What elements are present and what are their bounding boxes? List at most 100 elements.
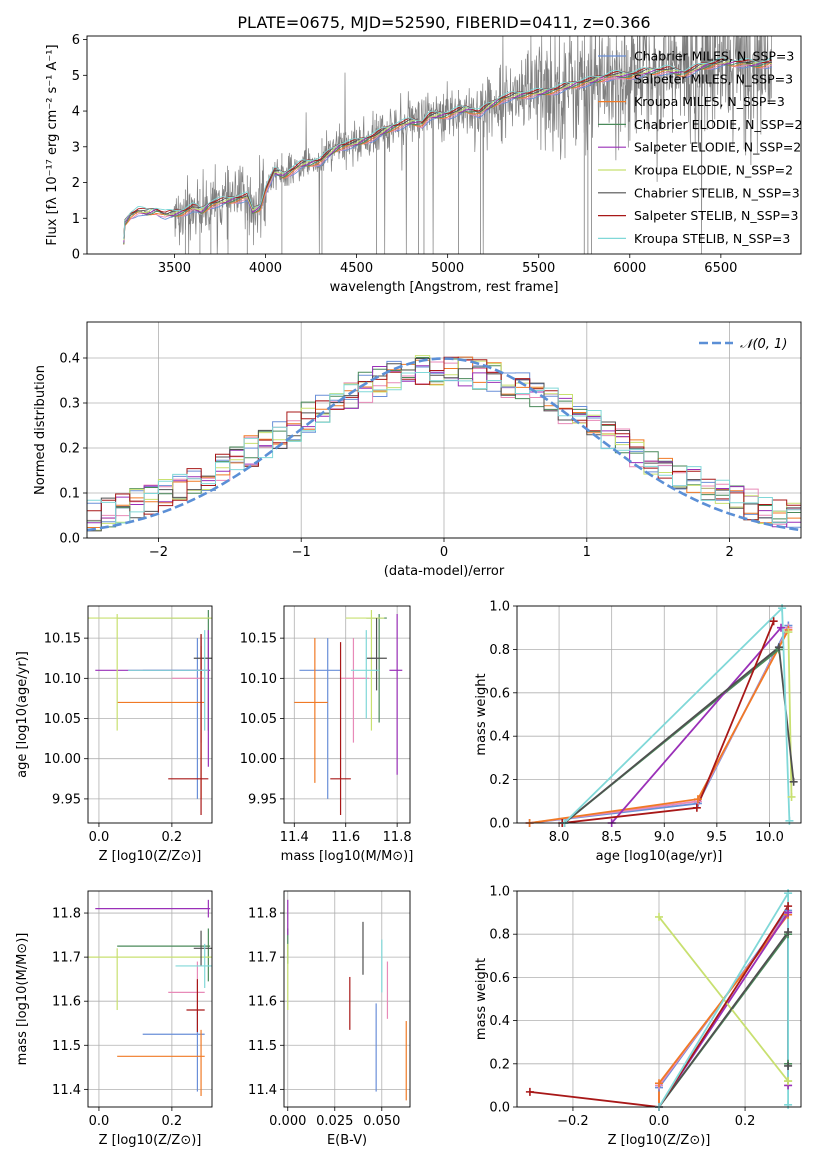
x-tick-label: 5000 [431,261,464,276]
legend-label-chabrier_stelib: Chabrier STELIB, N_SSP=3 [634,185,800,200]
weight-line-kroupa_stelib [658,891,789,1107]
y-tick-label: 0 [72,248,80,263]
y-tick-label: 10.05 [44,712,81,727]
x-tick-label: 9.5 [707,830,728,845]
x-tick-label: 0.050 [363,1114,400,1129]
x-tick-label: 0.2 [162,830,183,845]
x-tick-label: 5500 [522,261,555,276]
y-tick-label: 10.10 [44,672,81,687]
legend-label-salpeter_miles: Salpeter MILES, N_SSP=3 [634,71,793,86]
x-tick-label: 0.0 [649,1114,670,1129]
x-tick-label: 3500 [158,261,191,276]
y-tick-label: 0.4 [489,1014,510,1029]
weight-line-chabrier_stelib [658,929,789,1107]
x-tick-label: 0.0 [89,830,110,845]
panel-spectrum: 3500 4000 4500 5000 5500 6000 6500 0 1 2 3 4 5 6 PLATE… [45,13,803,295]
legend: 𝒩(0, 1) [699,337,787,352]
x-tick-label: 11.8 [383,830,412,845]
legend-label-salpeter_elodie: Salpeter ELODIE, N_SSP=2 [634,140,801,155]
x-tick-label: 4500 [340,261,373,276]
y-tick-label: 10.10 [240,672,277,687]
y-tick-label: 11.4 [248,1083,277,1098]
plot-area [529,606,795,823]
y-tick-label: 11.7 [248,951,277,966]
weight-marker-kroupa_stelib [785,816,794,825]
y-tick-label: 11.4 [52,1083,81,1098]
x-tick-label: 0 [440,545,448,560]
x-tick-label: −1 [292,545,311,560]
legend-label-chabrier_elodie: Chabrier ELODIE, N_SSP=2 [634,117,803,132]
y-axis-label: Flux [fλ 10⁻¹⁷ erg cm⁻² s⁻¹ A⁻¹] [45,44,60,245]
legend-label-kroupa_miles: Kroupa MILES, N_SSP=3 [634,94,785,109]
x-axis-label: mass [log10(M/M⊙)] [281,849,414,864]
y-tick-label: 0.8 [489,928,510,943]
legend: Chabrier MILES, N_SSP=3 Salpeter MILES, N… [598,49,803,246]
weight-marker-kroupa_stelib [784,889,793,898]
y-tick-label: 0.2 [59,442,80,457]
y-tick-label: 9.95 [248,792,277,807]
x-tick-label: 6000 [613,261,646,276]
weight-marker-chabrier_stelib [784,928,793,937]
x-axis-label: E(B-V) [327,1133,367,1148]
y-tick-label: 5 [72,69,80,84]
y-tick-label: 0.0 [489,1101,510,1116]
weight-line-chabrier_miles [529,625,790,823]
axes-frame [87,890,213,1108]
y-tick-label: 0.3 [59,397,80,412]
y-tick-label: 11.7 [52,951,81,966]
weight-marker-kroupa_stelib [784,1100,793,1109]
x-axis-label: Z [log10(Z/Z⊙)] [608,1133,711,1148]
histogram-kroupa_stelib [87,372,801,538]
y-tick-label: 0.1 [59,487,80,502]
y-tick-label: 10.00 [240,752,277,767]
y-axis-label: Normed distribution [33,365,48,495]
x-axis-label: (data-model)/error [384,564,505,579]
x-tick-label: 1 [583,545,591,560]
y-tick-label: 6 [72,33,80,48]
x-tick-label: 0.025 [316,1114,353,1129]
weight-marker-salpeter_elodie [777,623,786,632]
x-tick-label: −0.2 [557,1114,589,1129]
x-axis-label: Z [log10(Z/Z⊙)] [99,1133,202,1148]
weight-line-chabrier_stelib [563,645,795,823]
weight-marker-kroupa_miles [655,1079,663,1088]
weight-marker-kroupa_elodie [784,1077,793,1086]
weight-line-salpeter_elodie [611,627,782,823]
y-tick-label: 1.0 [489,885,510,900]
x-tick-label: 8.5 [601,830,622,845]
y-tick-label: 1.0 [489,600,510,615]
plot-area [87,355,801,538]
axes-frame [516,890,802,1108]
weight-line-salpeter_miles [529,627,790,823]
y-tick-label: 11.5 [52,1039,81,1054]
y-tick-label: 0.8 [489,643,510,658]
y-tick-label: 2 [72,176,80,191]
weight-marker-salpeter_stelib [769,617,778,626]
x-tick-label: −2 [149,545,168,560]
x-tick-label: 4000 [249,261,282,276]
x-tick-label: 0.000 [269,1114,306,1129]
y-tick-label: 10.15 [44,632,81,647]
y-tick-label: 0.6 [489,971,510,986]
y-tick-label: 0.4 [59,352,80,367]
x-tick-label: 0.2 [162,1114,183,1129]
y-tick-label: 10.00 [44,752,81,767]
plot-area [88,610,212,815]
y-tick-label: 4 [72,105,80,120]
axes-frame [283,605,411,824]
y-tick-label: 3 [72,140,80,155]
model-spectrum-kroupa_miles [123,62,772,245]
y-axis-label: mass weight [474,958,489,1040]
legend-label-salpeter_stelib: Salpeter STELIB, N_SSP=3 [634,208,798,223]
y-tick-label: 10.05 [240,712,277,727]
panel-mass-vs-ebv: 0.000 0.025 0.050 11.4 11.5 11.6 11.7 11.8 E(B-V… [248,890,411,1148]
panel-age-vs-mass: 11.4 11.6 11.8 9.95 10.00 10.05 10.10 10.15 mass… [240,605,414,864]
legend-label-kroupa_elodie: Kroupa ELODIE, N_SSP=2 [634,163,793,178]
weight-marker-salpeter_stelib [692,803,701,812]
x-tick-label: 11.6 [331,830,360,845]
y-tick-label: 0.2 [489,773,510,788]
y-tick-label: 11.6 [248,995,277,1010]
y-tick-label: 0.6 [489,686,510,701]
y-tick-label: 0.0 [59,532,80,547]
